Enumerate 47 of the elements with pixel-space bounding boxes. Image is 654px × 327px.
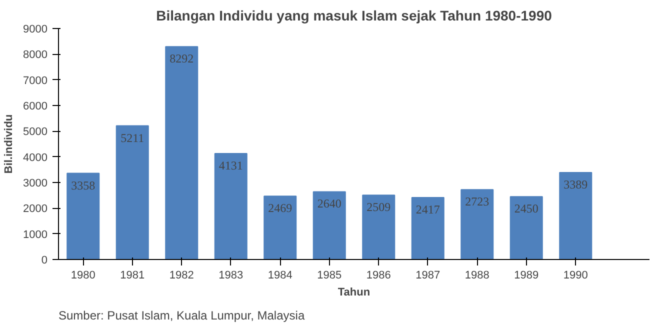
chart-title: Bilangan Individu yang masuk Islam sejak Tahun 1980-1990: [156, 8, 552, 24]
x-tick-label: 1987: [416, 270, 440, 282]
bar: [264, 196, 297, 260]
y-axis-title: Bil.individu: [3, 114, 16, 174]
bar: [66, 172, 100, 260]
bar: [460, 189, 494, 260]
y-tick-label: 7000: [23, 74, 48, 87]
x-tick-label: 1982: [169, 270, 194, 282]
data-label: 2640: [317, 196, 342, 211]
data-label: 2417: [416, 202, 440, 216]
x-tick-label: 1983: [218, 270, 244, 282]
bar: [510, 196, 543, 260]
bar: [214, 152, 248, 260]
data-label: 8292: [170, 52, 194, 66]
y-tick-label: 1000: [23, 228, 48, 241]
bar: [312, 191, 346, 260]
text: Sumber: Pusat Islam, Kuala Lumpur, Malaysia: [58, 308, 305, 322]
data-label: 5211: [120, 130, 144, 145]
bar: [165, 46, 198, 260]
y-tick-label: 4000: [23, 152, 48, 164]
data-label: 2509: [366, 200, 391, 214]
x-tick-label: 1989: [514, 270, 539, 282]
data-label: 4131: [218, 158, 243, 172]
bar: [116, 125, 149, 260]
x-tick-label: 1984: [268, 270, 292, 282]
x-tick-label: 1980: [70, 270, 96, 282]
y-tick-label: 9000: [23, 24, 48, 36]
bar: [362, 194, 396, 260]
x-axis-title: Tahun: [338, 286, 370, 298]
data-label: 2469: [268, 201, 292, 216]
data-label: 3389: [564, 178, 588, 192]
y-tick-label: 5000: [23, 126, 48, 138]
x-tick-label: 1988: [464, 270, 490, 282]
data-label: 2723: [465, 194, 490, 209]
data-label: 3358: [71, 178, 96, 192]
y-tick-label: 6000: [23, 100, 48, 112]
y-tick-label: 0: [41, 254, 48, 266]
bar: [559, 172, 592, 260]
x-tick-label: 1990: [563, 270, 588, 282]
x-tick-label: 1981: [120, 270, 145, 282]
y-tick-label: 8000: [23, 49, 48, 62]
data-label: 2450: [514, 202, 538, 216]
bar: [411, 196, 444, 260]
y-tick-label: 2000: [23, 203, 48, 216]
x-tick-label: 1986: [366, 270, 391, 282]
x-tick-label: 1985: [317, 270, 342, 282]
y-tick-label: 3000: [23, 178, 48, 190]
